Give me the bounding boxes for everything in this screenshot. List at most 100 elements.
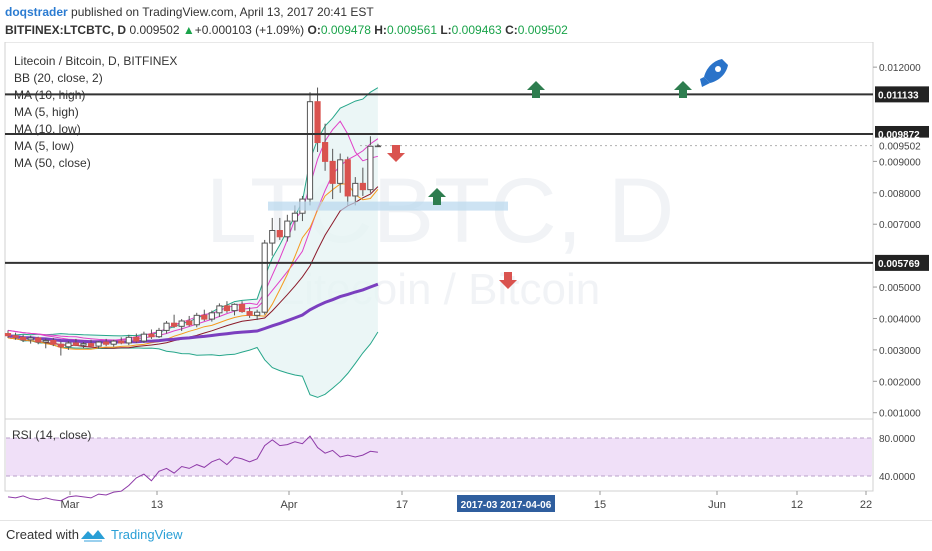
candle bbox=[103, 338, 110, 347]
low-label: L: bbox=[440, 23, 452, 37]
candle bbox=[238, 301, 246, 313]
level-label: 0.009872 bbox=[878, 130, 920, 141]
candle bbox=[133, 333, 140, 343]
rsi-label[interactable]: RSI (14, close) bbox=[12, 428, 91, 442]
candles bbox=[4, 87, 382, 356]
candle bbox=[193, 312, 200, 328]
candle bbox=[125, 334, 132, 346]
candle bbox=[118, 337, 125, 345]
rsi-line bbox=[7, 435, 378, 502]
footer: Created with TradingView bbox=[0, 520, 932, 551]
candle bbox=[57, 341, 64, 356]
candle bbox=[374, 143, 382, 148]
support-zone bbox=[268, 201, 508, 211]
legend-item[interactable]: MA (5, high) bbox=[14, 105, 79, 119]
candle-body bbox=[337, 159, 344, 184]
change-up-icon: ▲ bbox=[182, 23, 195, 37]
candle bbox=[284, 214, 291, 242]
last-price: 0.009502 bbox=[129, 23, 180, 37]
candle-body bbox=[57, 343, 64, 348]
rsi-tick-label: 40.0000 bbox=[879, 472, 916, 483]
level-label: 0.005769 bbox=[878, 259, 920, 270]
candle bbox=[80, 342, 87, 349]
candle-body bbox=[306, 101, 314, 200]
y-tick-label: 0.005000 bbox=[879, 283, 921, 294]
x-tick-label: Mar bbox=[61, 499, 80, 511]
x-tick-label: 22 bbox=[860, 499, 872, 511]
level-label-bg bbox=[875, 254, 929, 271]
candle bbox=[155, 327, 163, 338]
publish-header: doqstrader published on TradingView.com,… bbox=[0, 0, 932, 42]
rsi-tick-label: 80.0000 bbox=[879, 434, 916, 445]
candle-body bbox=[42, 339, 49, 343]
candle-body bbox=[208, 312, 215, 320]
legend-item[interactable]: MA (5, low) bbox=[14, 139, 74, 153]
published-text: published on TradingView.com, April 13, … bbox=[67, 5, 374, 19]
legend: Litecoin / Bitcoin, D, BITFINEX BB (20, … bbox=[12, 54, 177, 442]
candle-body bbox=[329, 160, 336, 184]
y-tick-label: 0.003000 bbox=[879, 346, 921, 357]
y-tick-label: 0.007000 bbox=[879, 220, 921, 231]
candle-body bbox=[269, 230, 276, 244]
candle-body bbox=[314, 101, 321, 144]
x-tick-label: Jun bbox=[708, 499, 726, 511]
price-chart[interactable]: LTCBTC, D Litecoin / Bitcoin 0.0111330.0… bbox=[0, 42, 932, 520]
candle-body bbox=[238, 303, 246, 313]
symbol-label: BITFINEX:LTCBTC, D bbox=[5, 23, 127, 37]
x-tick-label: 17 bbox=[396, 499, 408, 511]
quote-line: BITFINEX:LTCBTC, D 0.009502 ▲+0.000103 (… bbox=[5, 23, 568, 37]
candle-body bbox=[231, 303, 238, 312]
rsi-band bbox=[6, 438, 872, 476]
candle bbox=[72, 338, 80, 347]
candle bbox=[359, 167, 366, 196]
candle-body bbox=[148, 333, 155, 338]
author-link[interactable]: doqstrader bbox=[5, 5, 68, 19]
candle-body bbox=[261, 242, 268, 313]
x-tick-label: 15 bbox=[594, 499, 606, 511]
price-label: 0.009502 bbox=[879, 142, 921, 153]
candle bbox=[171, 314, 178, 328]
candle-body bbox=[118, 340, 125, 344]
candle bbox=[140, 331, 148, 343]
candle-body bbox=[359, 182, 366, 191]
candle-body bbox=[367, 145, 374, 191]
candle bbox=[337, 153, 344, 193]
low-value: 0.009463 bbox=[451, 23, 502, 37]
rocket-icon bbox=[700, 59, 728, 87]
candle bbox=[178, 319, 185, 332]
candle-body bbox=[155, 329, 163, 338]
legend-item[interactable]: MA (10, high) bbox=[14, 88, 85, 102]
candle-body bbox=[12, 335, 19, 338]
annotations bbox=[387, 59, 728, 289]
candle bbox=[65, 341, 72, 350]
rocket-window bbox=[715, 66, 721, 72]
candle bbox=[95, 341, 102, 349]
horizontal-levels: 0.011133 0.009872 0.005769 bbox=[5, 86, 929, 271]
candle bbox=[4, 330, 12, 338]
up-arrow-icon bbox=[428, 188, 446, 205]
candle-body bbox=[201, 314, 208, 320]
candle-body bbox=[223, 305, 231, 312]
legend-item[interactable]: BB (20, close, 2) bbox=[14, 71, 103, 85]
footer-brand-link[interactable]: TradingView bbox=[111, 527, 183, 542]
rocket-tail bbox=[700, 77, 710, 87]
candle-body bbox=[87, 343, 95, 347]
level-label: 0.011133 bbox=[878, 90, 919, 101]
candle-body bbox=[110, 340, 117, 345]
down-arrow-icon bbox=[499, 272, 517, 289]
candle bbox=[314, 87, 321, 152]
legend-item[interactable]: MA (10, low) bbox=[14, 122, 81, 136]
candle bbox=[110, 339, 117, 347]
close-value: 0.009502 bbox=[517, 23, 568, 37]
rsi-indicator: 80.0000 40.0000 bbox=[7, 434, 916, 502]
candle bbox=[27, 335, 34, 344]
candle bbox=[276, 217, 283, 240]
candle-body bbox=[95, 341, 102, 347]
tradingview-logo-icon[interactable] bbox=[80, 525, 106, 545]
candle bbox=[12, 332, 19, 340]
x-range-highlight bbox=[457, 495, 555, 512]
legend-item[interactable]: MA (50, close) bbox=[14, 156, 91, 170]
candle bbox=[208, 310, 215, 322]
candle-body bbox=[186, 320, 193, 326]
ma-5-high bbox=[7, 120, 379, 342]
